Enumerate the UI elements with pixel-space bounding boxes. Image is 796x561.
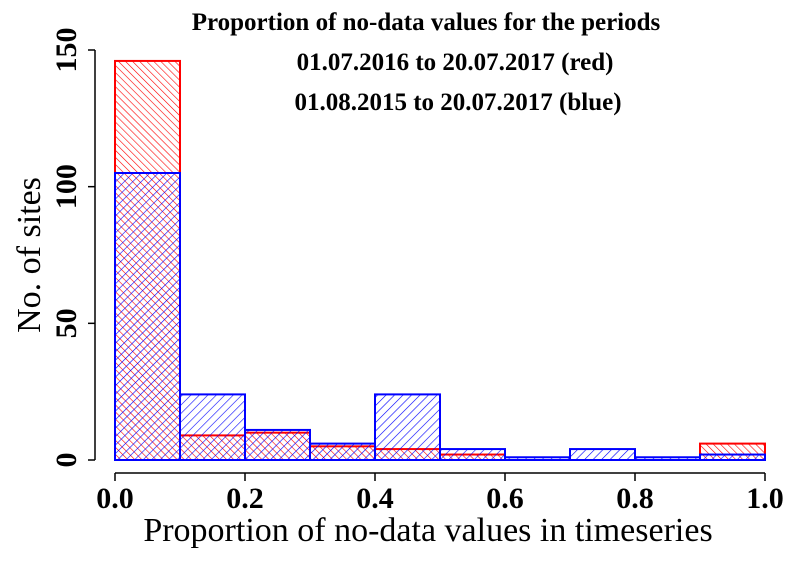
x-tick-label: 0.4 bbox=[356, 482, 394, 515]
bar-blue-bin-9 bbox=[634, 456, 701, 461]
x-tick-label: 0.0 bbox=[96, 482, 134, 515]
x-tick-label: 0.2 bbox=[226, 482, 264, 515]
y-tick-label: 50 bbox=[50, 308, 83, 338]
x-axis-ticks: 0.0 0.2 0.4 0.6 0.8 1.0 bbox=[96, 473, 784, 515]
y-tick-label: 150 bbox=[50, 28, 83, 73]
x-tick-label: 0.8 bbox=[616, 482, 654, 515]
bar-blue-bin-7 bbox=[504, 456, 571, 461]
bar-blue-bin-8 bbox=[569, 448, 636, 462]
y-tick-label: 0 bbox=[50, 453, 83, 468]
bar-blue-bin-6 bbox=[439, 448, 506, 462]
chart-title-line-3: 01.08.2015 to 20.07.2017 (blue) bbox=[294, 89, 621, 116]
bar-blue-bin-3 bbox=[244, 428, 311, 461]
bar-blue-bin-2 bbox=[179, 393, 246, 461]
chart-title-line-2: 01.07.2016 to 20.07.2017 (red) bbox=[297, 49, 614, 76]
bar-blue-bin-4 bbox=[309, 442, 376, 462]
bar-blue-bin-10 bbox=[699, 453, 766, 461]
x-axis-title: Proportion of no-data values in timeseri… bbox=[143, 512, 712, 549]
y-axis-ticks: 0 50 100 150 bbox=[50, 28, 95, 468]
y-axis-title: No. of sites bbox=[11, 177, 48, 333]
y-tick-label: 100 bbox=[50, 164, 83, 209]
series-blue-bars bbox=[114, 172, 766, 462]
x-tick-label: 1.0 bbox=[746, 482, 784, 515]
bar-blue-bin-1 bbox=[114, 172, 181, 461]
chart-title-line-1: Proportion of no-data values for the per… bbox=[192, 9, 661, 36]
x-tick-label: 0.6 bbox=[486, 482, 524, 515]
bar-blue-bin-5 bbox=[374, 393, 441, 461]
